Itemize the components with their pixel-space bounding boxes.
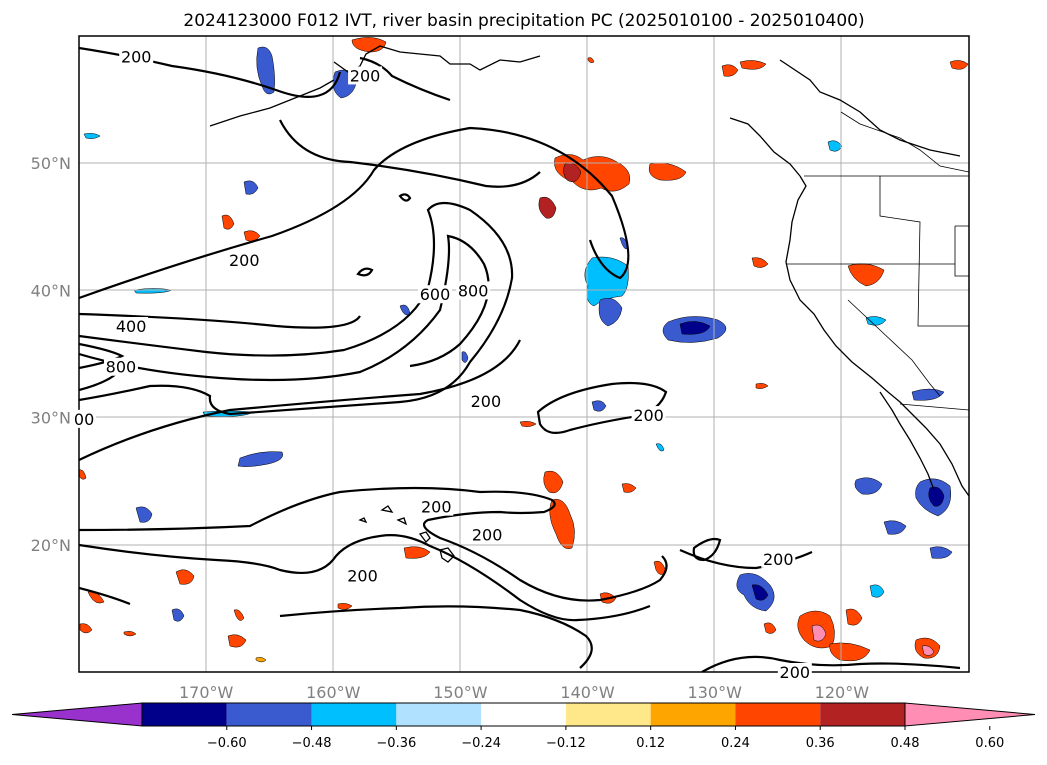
colorbar-extend-high	[904, 702, 1036, 727]
longitude-tick-labels: 170°W 160°W 150°W 140°W 130°W 120°W	[179, 683, 869, 702]
contour-label: 200	[121, 47, 152, 66]
lat-tick-label: 40°N	[31, 281, 71, 300]
latitude-tick-labels: 20°N 30°N 40°N 50°N	[31, 154, 71, 555]
contour-label: 200	[763, 550, 794, 569]
colorbar-tick-label: 0.12	[636, 736, 665, 751]
lon-tick-label: 140°W	[560, 683, 615, 702]
map-title: 2024123000 F012 IVT, river basin precipi…	[183, 11, 864, 31]
colorbar-segment	[565, 703, 651, 726]
colorbar-tick-label: −0.48	[292, 736, 332, 751]
lon-tick-label: 170°W	[179, 683, 234, 702]
colorbar-segment	[735, 703, 821, 726]
political-borders	[786, 111, 969, 411]
contour-label-halo	[114, 317, 149, 336]
contour-label-halo	[761, 549, 796, 568]
colorbar-segment	[396, 703, 482, 726]
colorbar-segment	[820, 703, 905, 726]
contour-label-halo	[345, 566, 380, 585]
contour-label: 200	[347, 566, 378, 585]
map-frame	[78, 35, 970, 673]
map-background	[79, 36, 969, 672]
contour-label: 800	[106, 358, 137, 377]
contour-label: 200	[350, 66, 381, 85]
colorbar-tick-label: −0.36	[376, 736, 416, 751]
positive-patches	[79, 37, 969, 663]
colorbar-segment	[650, 703, 736, 726]
contour-label: 200	[780, 663, 811, 682]
contour-labels: 200 200 200 400 800 600 800 200 200 200 200 200 200 2…	[72, 47, 812, 682]
colorbar-tick-label: −0.24	[461, 736, 501, 751]
colorbar-tick-label: 0.24	[721, 736, 750, 751]
colorbar-segment	[142, 703, 227, 726]
negative-patches	[83, 46, 953, 622]
precip-pc-shading	[79, 37, 969, 663]
contour-label: 200	[472, 526, 503, 545]
map-panel	[78, 35, 970, 673]
ivt-contours	[79, 46, 961, 672]
contour-label: 600	[420, 285, 451, 304]
contour-label-halo	[418, 285, 452, 304]
lon-tick-label: 130°W	[688, 683, 743, 702]
contour-label-halo	[470, 525, 505, 544]
colorbar-extend-low	[11, 702, 143, 727]
lat-tick-label: 20°N	[31, 536, 71, 555]
colorbar-tick-label: −0.12	[546, 736, 586, 751]
colorbar-segment	[311, 703, 397, 726]
contour-label-halo	[777, 663, 812, 681]
lat-tick-label: 50°N	[31, 154, 71, 173]
contour-label-halo	[227, 250, 262, 269]
lon-tick-label: 160°W	[306, 683, 361, 702]
coastlines	[209, 45, 969, 563]
contour-label-halo	[119, 47, 154, 66]
contour-label: 200	[421, 498, 452, 517]
contour-label-halo	[72, 409, 97, 428]
contour-label-halo	[419, 497, 454, 516]
contour-label-halo	[631, 406, 666, 425]
contour-label-halo	[103, 357, 138, 376]
colorbar-tick-label: −0.60	[207, 736, 247, 751]
colorbar-tick-label: 0.60	[975, 736, 1004, 751]
contour-label-halo	[348, 66, 383, 85]
colorbar	[11, 702, 1036, 727]
colorbar-outline	[141, 702, 906, 727]
contour-label: 00	[74, 410, 94, 429]
graticule	[79, 36, 969, 672]
colorbar-tick-label: 0.48	[891, 736, 920, 751]
contour-label: 400	[116, 317, 147, 336]
colorbar-segment	[481, 703, 566, 726]
colorbar-tick-labels: −0.60 −0.48 −0.36 −0.24 −0.12 0.12 0.24 0.36 0.4…	[207, 726, 1004, 751]
colorbar-tick-label: 0.36	[806, 736, 835, 751]
contour-label: 200	[471, 392, 502, 411]
contour-label: 200	[229, 251, 260, 270]
contour-label-halo	[468, 392, 503, 411]
contour-label-halo	[456, 281, 491, 300]
contour-label: 800	[458, 281, 489, 300]
lon-tick-label: 120°W	[815, 683, 870, 702]
lat-tick-label: 30°N	[31, 409, 71, 428]
lon-tick-label: 150°W	[433, 683, 488, 702]
colorbar-segment	[226, 703, 312, 726]
contour-label: 200	[633, 406, 664, 425]
